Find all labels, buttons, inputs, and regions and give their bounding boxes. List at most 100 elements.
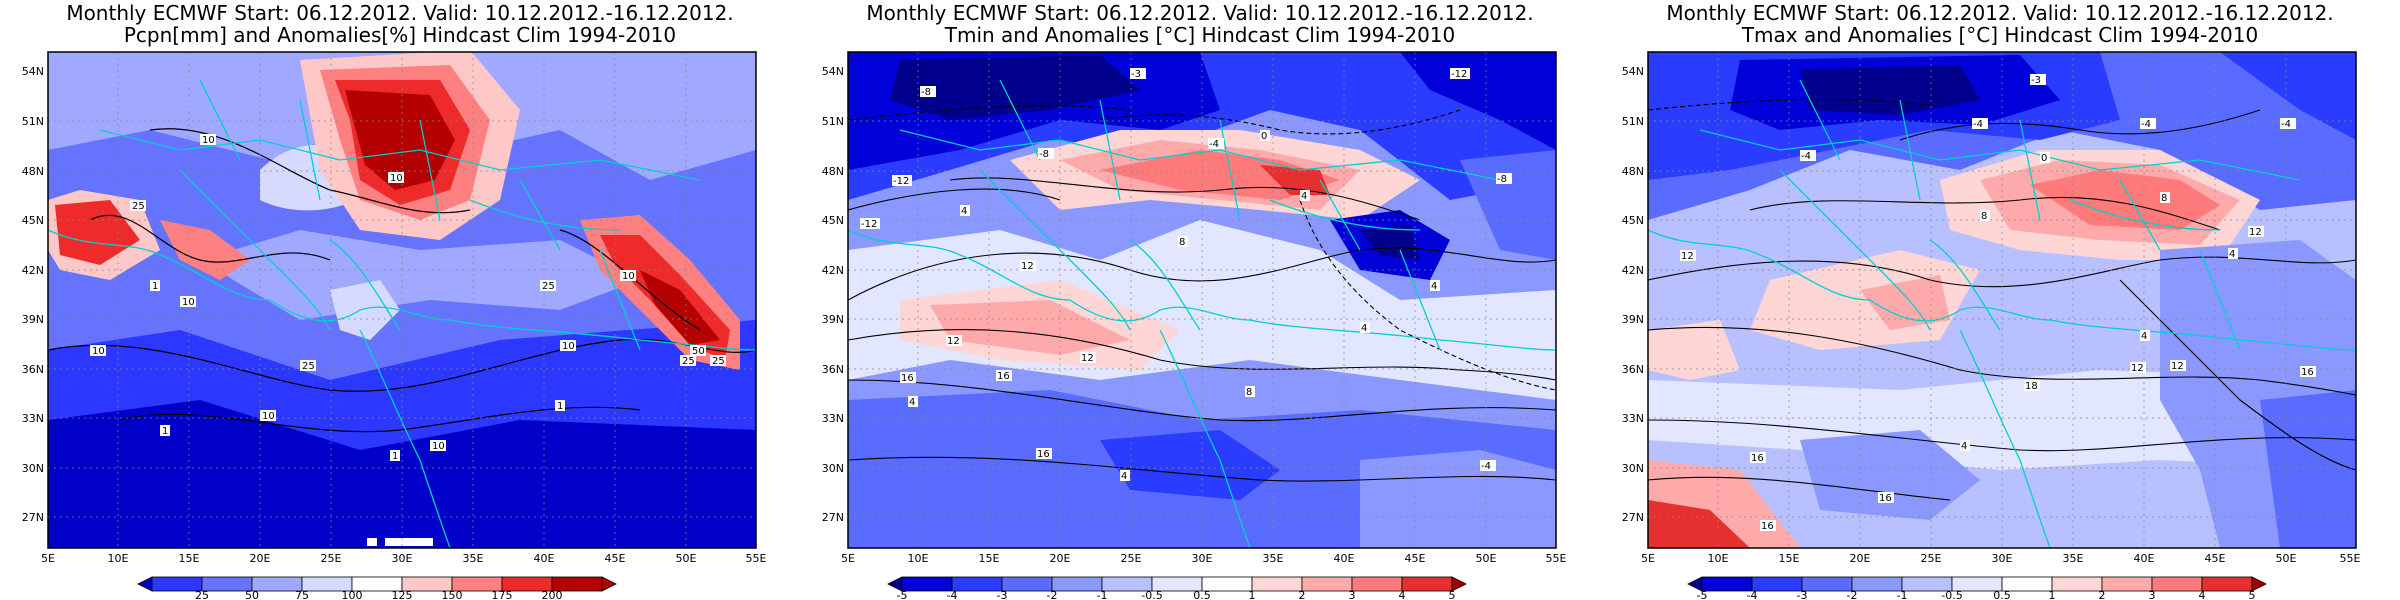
lon-tick-label: 15E: [179, 552, 200, 565]
contour-label: -4: [1481, 461, 1491, 472]
gridlines: [848, 52, 1556, 548]
contour-label: 4: [2229, 249, 2235, 260]
lat-tick-label: 27N: [822, 511, 844, 524]
lon-tick-label: 20E: [1050, 552, 1071, 565]
lat-tick-label: 33N: [22, 412, 44, 425]
lon-tick-label: 5E: [841, 552, 855, 565]
lat-tick-label: 42N: [1622, 264, 1644, 277]
lat-tick-label: 54N: [1622, 65, 1644, 78]
tmin-map: -3 -12 -8 -12 -8 -4 -12 0 4 4 -8 8 4 12 …: [822, 51, 1567, 600]
colorbar-label: -5: [1697, 589, 1708, 600]
panel-tmin: Monthly ECMWF Start: 06.12.2012. Valid: …: [800, 0, 1600, 600]
contour-label: -8: [921, 87, 931, 98]
contour-label: 10: [432, 441, 445, 452]
colorbar-label: -1: [1097, 589, 1108, 600]
colorbar-label: 125: [392, 589, 413, 600]
panel-title-line2: Tmin and Anomalies [°C] Hindcast Clim 19…: [944, 23, 1456, 47]
contour-label: 16: [1879, 493, 1892, 504]
lon-tick-label: 55E: [2340, 552, 2361, 565]
lon-tick-label: 40E: [1334, 552, 1355, 565]
contour-label: -4: [1801, 151, 1811, 162]
panel-title-line1: Monthly ECMWF Start: 06.12.2012. Valid: …: [1666, 1, 2334, 25]
lat-tick-label: 48N: [822, 165, 844, 178]
map-frame: [847, 51, 1557, 549]
lon-tick-label: 50E: [676, 552, 697, 565]
lon-tick-label: 5E: [41, 552, 55, 565]
contour-lines: [1648, 99, 2356, 501]
lon-tick-label: 50E: [2276, 552, 2297, 565]
contour-label: 12: [2131, 363, 2144, 374]
contour-label: 12: [947, 336, 960, 347]
contour-label: 25: [302, 361, 315, 372]
precipitation-map: 10 10 25 1 10 25 25 10 10 25 50 25 10 10…: [22, 51, 767, 600]
contour-label: 4: [2141, 331, 2147, 342]
lat-tick-label: 36N: [822, 363, 844, 376]
coastlines: [848, 79, 1556, 548]
coastlines: [48, 79, 756, 548]
lon-tick-label: 45E: [2205, 552, 2226, 565]
contour-label: 1: [162, 426, 168, 437]
colorbar: 25 50 75 100 125 150 175 200: [137, 576, 617, 600]
coastlines: [1648, 79, 2356, 548]
latitude-axis: 27N 30N 33N 36N 39N 42N 45N 48N 51N 54N: [1622, 65, 1644, 524]
contour-label-boxes: -3 -12 -8 -12 -8 -4 -12 0 4 4 -8 8 4 12 …: [860, 68, 1512, 482]
lat-tick-label: 48N: [1622, 165, 1644, 178]
colorbar-label: 2: [2099, 589, 2106, 600]
contour-label: 10: [92, 346, 105, 357]
contour-label: -4: [2281, 119, 2291, 130]
contour-label: -8: [1497, 174, 1507, 185]
contour-label: 4: [1961, 441, 1967, 452]
contour-label: 12: [2171, 361, 2184, 372]
colorbar-label: 175: [492, 589, 513, 600]
contour-label: 8: [2161, 193, 2167, 204]
contour-label: 10: [262, 411, 275, 422]
lon-tick-label: 55E: [746, 552, 767, 565]
panel-title-line1: Monthly ECMWF Start: 06.12.2012. Valid: …: [866, 1, 1534, 25]
lat-tick-label: 45N: [1622, 214, 1644, 227]
colorbar-label: -4: [1747, 589, 1758, 600]
lon-tick-label: 35E: [2063, 552, 2084, 565]
lon-tick-label: 25E: [1121, 552, 1142, 565]
lon-tick-label: 20E: [250, 552, 271, 565]
contour-label: 25: [132, 201, 145, 212]
tmax-map: -3 -4 -4 0 -4 -4 8 12 12 4 8 4 12 16 16 …: [1622, 51, 2361, 600]
lat-tick-label: 42N: [822, 264, 844, 277]
longitude-axis: 5E 10E 15E 20E 25E 30E 35E 40E 45E 50E 5…: [841, 552, 1566, 565]
colorbar-label: -1: [1897, 589, 1908, 600]
lon-tick-label: 30E: [1992, 552, 2013, 565]
lat-tick-label: 36N: [22, 363, 44, 376]
lon-tick-label: 30E: [392, 552, 413, 565]
lon-tick-label: 30E: [1192, 552, 1213, 565]
contour-label: 25: [712, 356, 725, 367]
lat-tick-label: 48N: [22, 165, 44, 178]
colorbar-label: 50: [245, 589, 259, 600]
contour-label: 1: [557, 401, 563, 412]
latitude-axis: 27N 30N 33N 36N 39N 42N 45N 48N 51N 54N: [22, 65, 44, 524]
contour-label: 1: [152, 281, 158, 292]
gridlines: [1648, 52, 2356, 548]
colorbar-label: -3: [1797, 589, 1808, 600]
lat-tick-label: 51N: [822, 115, 844, 128]
contour-label-boxes: -3 -4 -4 0 -4 -4 8 12 12 4 8 4 12 16 16 …: [1680, 74, 2316, 532]
contour-label: 4: [909, 397, 915, 408]
lon-tick-label: 10E: [108, 552, 129, 565]
colorbar-label: -2: [1047, 589, 1058, 600]
contour-label: -4: [2141, 119, 2151, 130]
lon-tick-label: 10E: [908, 552, 929, 565]
lat-tick-label: 54N: [22, 65, 44, 78]
contour-label: 10: [390, 173, 403, 184]
contour-label: 18: [2025, 381, 2038, 392]
contour-label: 50: [692, 346, 705, 357]
lat-tick-label: 30N: [1622, 462, 1644, 475]
contour-label: -12: [893, 176, 909, 187]
colorbar-label: 1: [1249, 589, 1256, 600]
colorbar: -5 -4 -3 -2 -1 -0.5 0.5 1 2 3 4 5: [887, 576, 1467, 600]
colorbar-label: 100: [342, 589, 363, 600]
lon-tick-label: 25E: [321, 552, 342, 565]
lon-tick-label: 10E: [1708, 552, 1729, 565]
contour-label: -4: [1209, 139, 1219, 150]
lat-tick-label: 39N: [1622, 313, 1644, 326]
lon-tick-label: 55E: [1546, 552, 1567, 565]
contour-label: 16: [901, 373, 914, 384]
lat-tick-label: 45N: [822, 214, 844, 227]
